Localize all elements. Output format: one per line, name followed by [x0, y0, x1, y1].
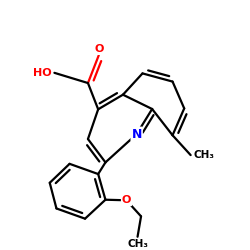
- Text: HO: HO: [33, 68, 52, 78]
- Text: O: O: [122, 195, 131, 205]
- Text: N: N: [132, 128, 142, 140]
- Text: CH₃: CH₃: [127, 239, 148, 249]
- Text: O: O: [94, 44, 104, 54]
- Text: CH₃: CH₃: [193, 150, 214, 160]
